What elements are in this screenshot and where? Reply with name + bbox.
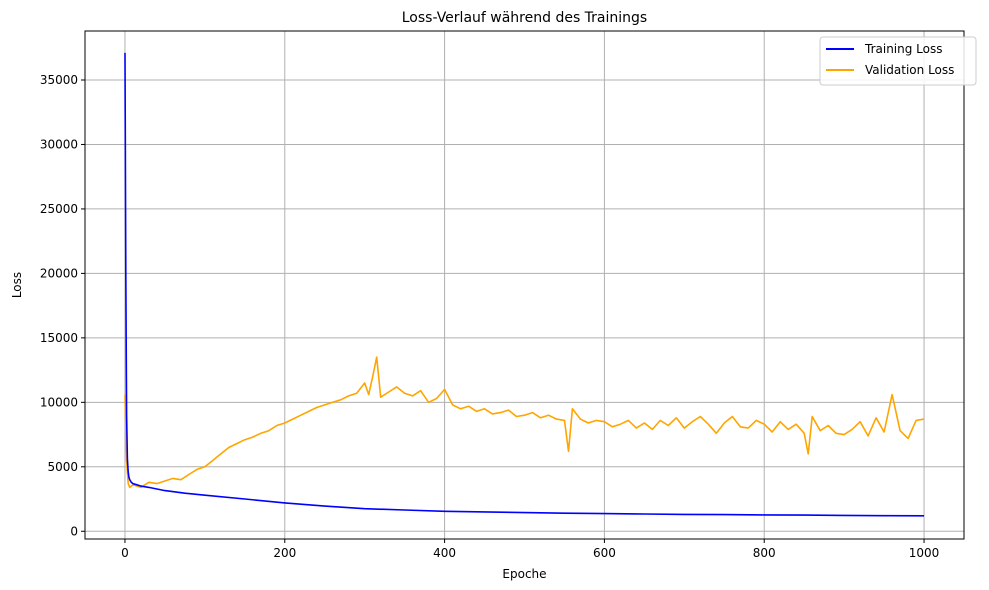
y-tick-label: 5000: [47, 460, 78, 474]
chart-title: Loss-Verlauf während des Trainings: [402, 10, 647, 26]
x-tick-label: 600: [593, 546, 616, 560]
legend-label: Training Loss: [864, 42, 942, 56]
x-tick-label: 800: [753, 546, 776, 560]
x-tick-label: 1000: [909, 546, 940, 560]
x-axis-label: Epoche: [502, 567, 546, 581]
x-tick-label: 200: [273, 546, 296, 560]
y-tick-label: 30000: [40, 137, 78, 151]
y-tick-label: 25000: [40, 202, 78, 216]
legend-box: [819, 36, 977, 86]
y-tick-label: 35000: [40, 73, 78, 87]
x-tick-label: 400: [433, 546, 456, 560]
y-tick-label: 20000: [40, 266, 78, 280]
y-tick-label: 0: [70, 524, 78, 538]
y-axis-label: Loss: [10, 272, 24, 298]
legend: Training Loss Validation Loss: [819, 36, 977, 86]
plot-frame: [84, 30, 965, 540]
x-tick-label: 0: [121, 546, 129, 560]
y-tick-label: 10000: [40, 395, 78, 409]
series-line-validation-loss: [124, 356, 925, 489]
y-tick-label: 15000: [40, 331, 78, 345]
axis-ticks: 0 200 400 600 800 100005000100001500020000250…: [40, 73, 940, 560]
series-layer: [124, 52, 925, 517]
legend-label: Validation Loss: [865, 63, 954, 77]
series-line-training-loss: [124, 52, 925, 517]
grid: [85, 31, 964, 539]
